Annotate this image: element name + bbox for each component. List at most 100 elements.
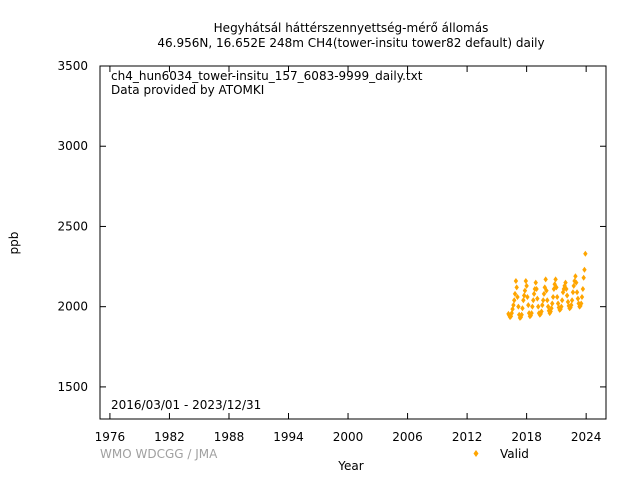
data-point: [580, 286, 586, 293]
data-point: [508, 313, 514, 320]
data-point: [573, 273, 578, 280]
data-point: [521, 292, 527, 299]
chart-title-line2: 46.956N, 16.652E 248m CH4(tower-insitu t…: [157, 36, 544, 50]
data-point: [569, 302, 574, 309]
data-point: [511, 302, 516, 309]
plot-frame: [99, 65, 607, 420]
data-point: [541, 290, 547, 297]
data-point: [535, 295, 540, 302]
data-point: [564, 286, 569, 293]
legend-marker-valid: [473, 450, 479, 457]
data-point: [540, 302, 545, 309]
data-point: [509, 310, 514, 317]
data-point: [533, 279, 538, 286]
data-point: [563, 279, 568, 286]
data-point: [560, 289, 566, 296]
data-point: [574, 279, 579, 286]
data-point: [523, 278, 529, 285]
data-point: [566, 302, 571, 309]
data-point: [513, 278, 519, 285]
y-tick-label: 3000: [57, 139, 88, 153]
file-label: ch4_hun6034_tower-insitu_157_6083-9999_d…: [111, 69, 423, 83]
data-point: [550, 294, 556, 301]
data-point: [550, 300, 555, 307]
data-point: [581, 274, 586, 281]
x-tick-label: 1988: [214, 430, 245, 444]
data-point: [559, 303, 564, 310]
data-point: [583, 250, 588, 257]
data-point: [534, 286, 539, 293]
data-point: [528, 312, 533, 319]
x-tick-label: 2012: [452, 430, 483, 444]
x-tick-label: 2006: [392, 430, 423, 444]
data-point: [544, 287, 549, 294]
data-point: [572, 278, 577, 285]
data-point: [540, 297, 546, 304]
y-tick-label: 2000: [57, 300, 88, 314]
data-point: [555, 300, 561, 307]
data-point: [554, 294, 560, 301]
data-point: [521, 297, 526, 304]
x-tick-label: 2000: [333, 430, 364, 444]
data-point: [543, 276, 548, 283]
x-tick-label: 2024: [571, 430, 602, 444]
data-point: [565, 298, 571, 305]
legend: Valid: [473, 447, 529, 461]
data-point: [525, 294, 530, 301]
data-point: [579, 294, 585, 301]
y-tick-label: 1500: [57, 380, 88, 394]
data-point: [529, 310, 534, 317]
data-point: [524, 282, 529, 289]
data-point: [526, 302, 531, 309]
data-point: [575, 295, 581, 302]
data-point: [578, 300, 584, 307]
data-point: [539, 308, 544, 315]
data-point: [530, 303, 535, 310]
data-point: [564, 292, 570, 299]
provider-label: Data provided by ATOMKI: [111, 83, 264, 97]
data-point: [546, 307, 552, 314]
data-point: [553, 276, 558, 283]
x-tick-label: 2018: [511, 430, 542, 444]
data-point: [574, 289, 580, 296]
data-point: [571, 282, 576, 289]
data-point: [545, 297, 550, 304]
data-point: [554, 284, 559, 291]
date-range-label: 2016/03/01 - 2023/12/31: [111, 398, 261, 412]
y-axis: 1500 2000 2500 3000 3500: [57, 59, 606, 394]
data-point: [512, 290, 518, 297]
data-point: [545, 303, 551, 310]
data-point: [512, 297, 517, 304]
data-point: [569, 297, 575, 304]
data-point: [552, 281, 557, 288]
data-point: [526, 310, 532, 317]
y-tick-label: 2500: [57, 219, 88, 233]
data-point: [549, 305, 554, 312]
data-point: [536, 303, 541, 310]
data-point: [522, 287, 528, 294]
x-axis-label: Year: [337, 459, 363, 473]
y-axis-label: ppb: [7, 232, 21, 255]
data-point: [551, 286, 557, 293]
x-tick-label: 1982: [154, 430, 185, 444]
data-series-valid: [506, 250, 588, 321]
x-tick-label: 1976: [95, 430, 126, 444]
data-point: [561, 286, 567, 293]
data-point: [568, 304, 573, 311]
legend-label-valid: Valid: [500, 447, 529, 461]
x-tick-label: 1994: [273, 430, 304, 444]
data-point: [519, 311, 524, 318]
data-point: [548, 308, 553, 315]
data-point: [520, 305, 525, 312]
data-point: [514, 284, 519, 291]
y-tick-label: 3500: [57, 59, 88, 73]
data-point: [582, 266, 587, 273]
data-point: [559, 297, 565, 304]
data-point: [516, 303, 521, 310]
data-point: [570, 289, 576, 296]
data-point: [531, 290, 537, 297]
data-point: [510, 306, 515, 313]
x-axis: 1976 1982 1988 1994 2000 2006 2012 2018 2024: [95, 66, 602, 444]
data-point: [515, 294, 520, 301]
